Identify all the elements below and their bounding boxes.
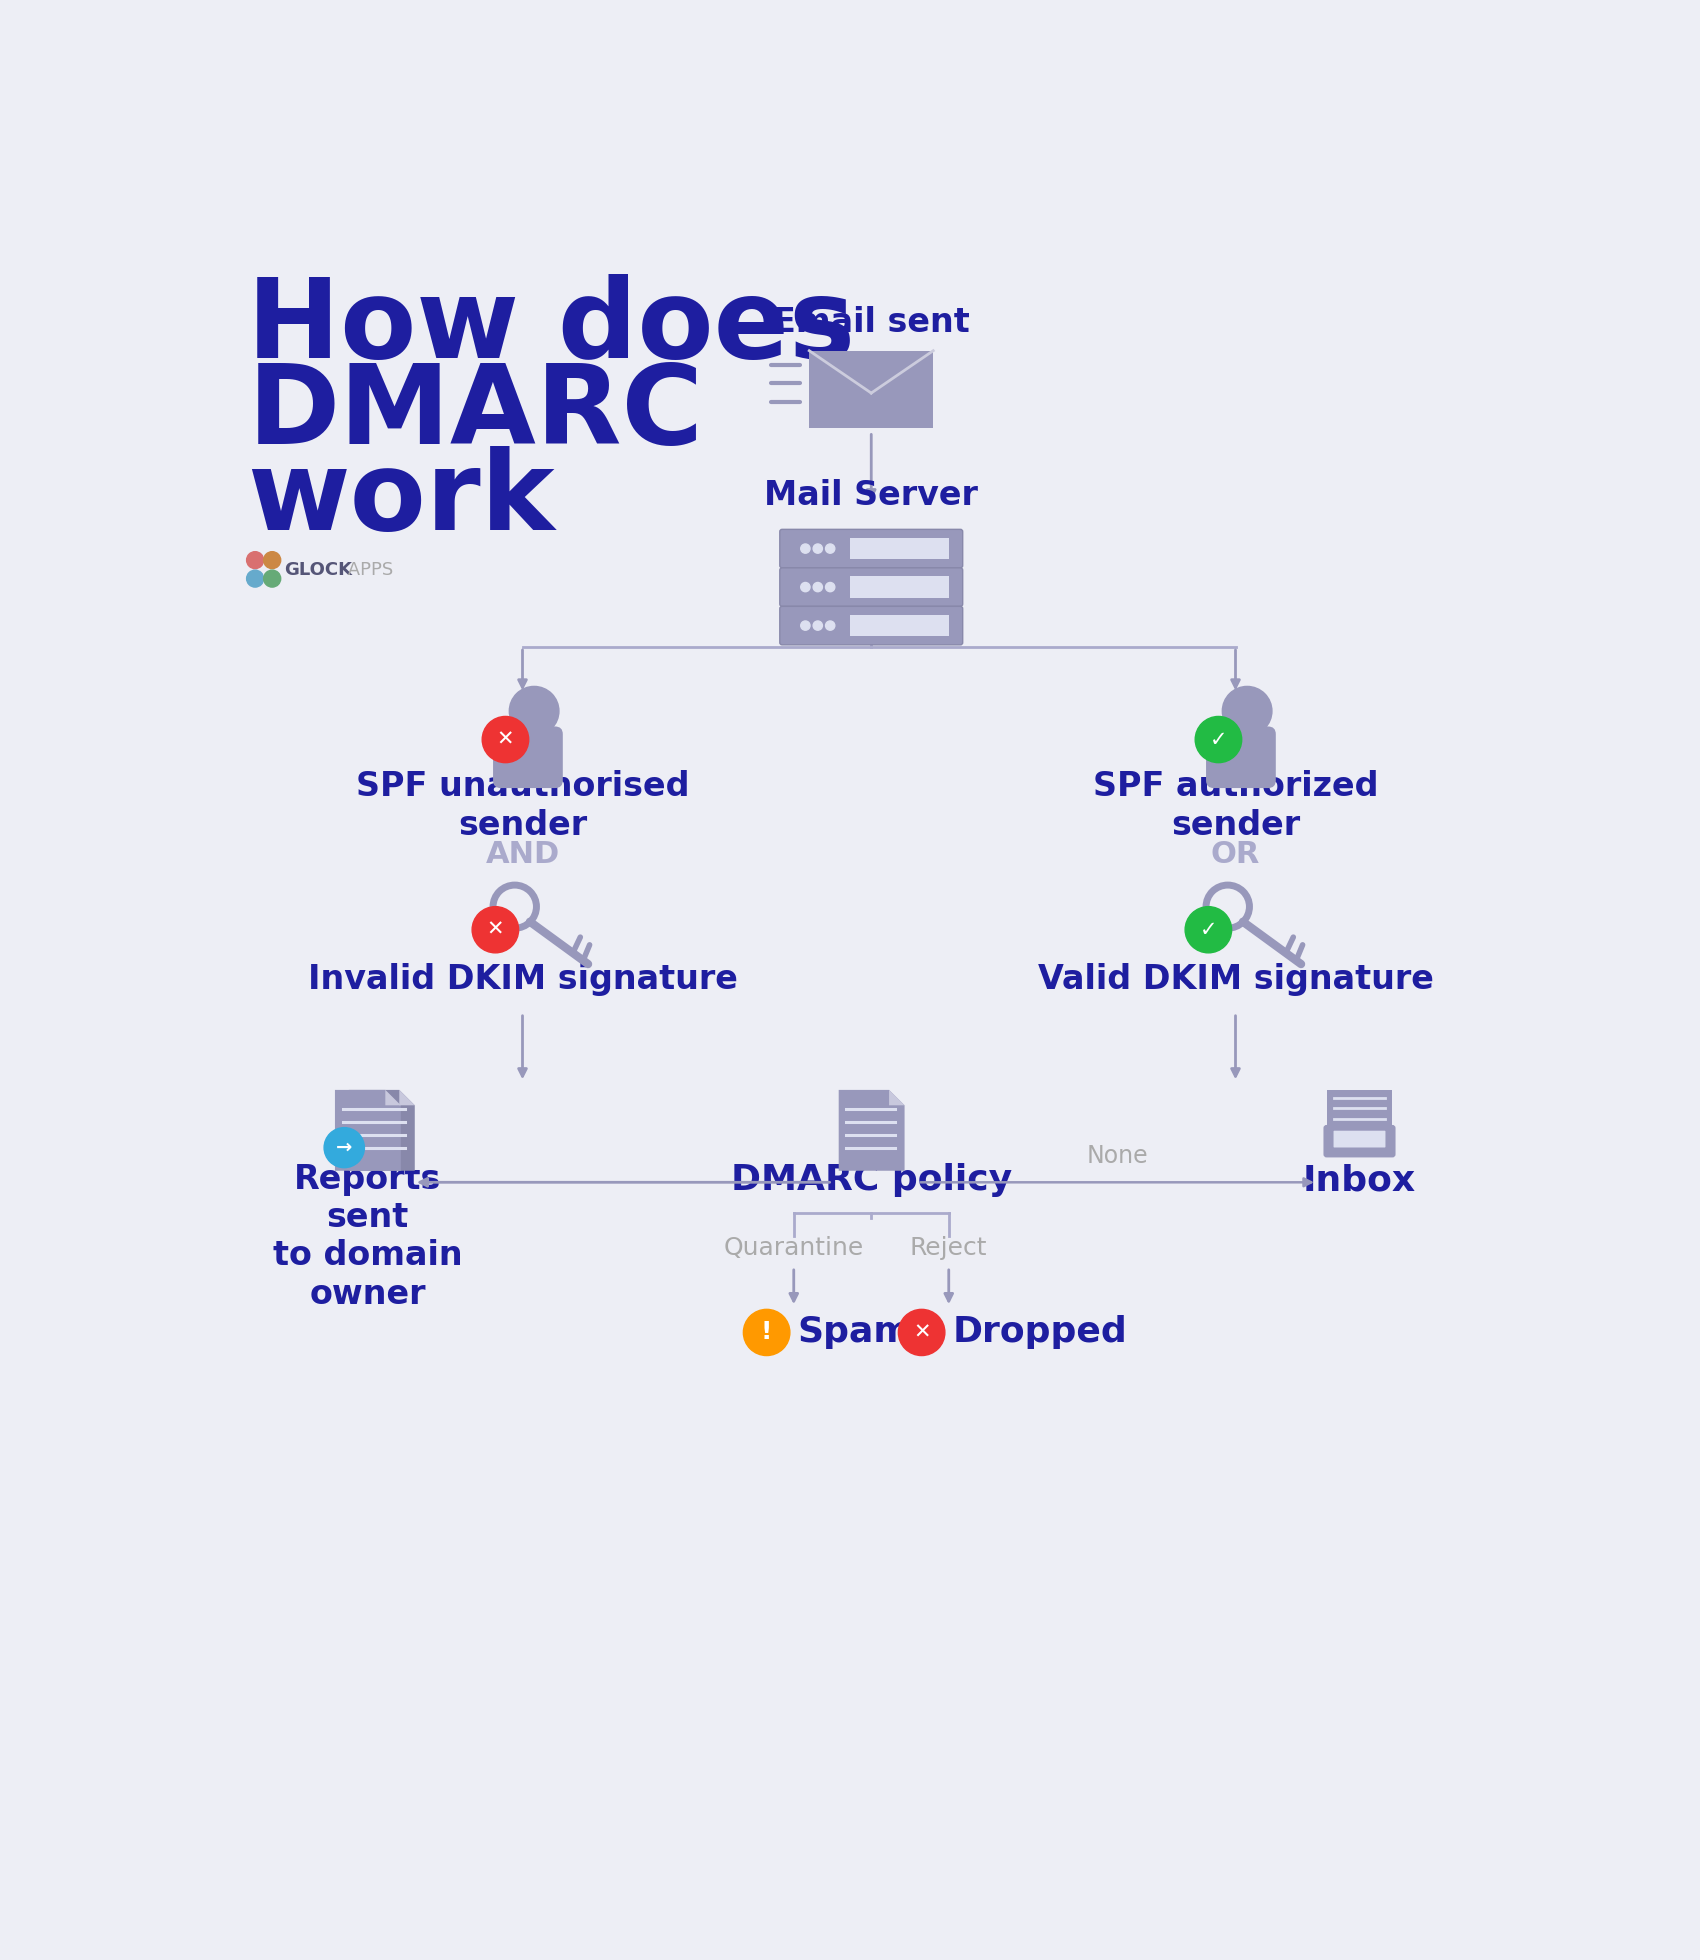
FancyBboxPatch shape xyxy=(809,351,933,427)
Circle shape xyxy=(264,570,280,588)
FancyBboxPatch shape xyxy=(1326,1090,1392,1131)
Text: Quarantine: Quarantine xyxy=(724,1237,864,1260)
Circle shape xyxy=(1185,907,1231,953)
Text: ✓: ✓ xyxy=(1210,729,1227,749)
Text: !: ! xyxy=(762,1321,772,1345)
Text: ✕: ✕ xyxy=(486,919,505,939)
Text: Spam: Spam xyxy=(797,1315,911,1348)
Text: SPF authorized
sender: SPF authorized sender xyxy=(1093,770,1379,841)
Circle shape xyxy=(826,545,835,553)
Text: DMARC: DMARC xyxy=(248,361,704,466)
Text: How does: How does xyxy=(248,274,855,380)
Circle shape xyxy=(813,545,823,553)
Text: →: → xyxy=(337,1139,352,1156)
Text: ✕: ✕ xyxy=(913,1323,930,1343)
Circle shape xyxy=(801,621,809,631)
FancyBboxPatch shape xyxy=(780,568,962,606)
Polygon shape xyxy=(889,1090,904,1105)
Text: OR: OR xyxy=(1210,839,1260,868)
Circle shape xyxy=(898,1309,945,1356)
Text: DMARC policy: DMARC policy xyxy=(731,1162,1012,1198)
Polygon shape xyxy=(838,1090,904,1170)
Text: ✕: ✕ xyxy=(496,729,513,749)
Text: Mail Server: Mail Server xyxy=(765,480,977,512)
Circle shape xyxy=(246,570,264,588)
Text: Email sent: Email sent xyxy=(774,306,969,339)
Text: ✓: ✓ xyxy=(1200,919,1217,939)
Text: Valid DKIM signature: Valid DKIM signature xyxy=(1037,962,1433,996)
Circle shape xyxy=(826,621,835,631)
Text: APPS: APPS xyxy=(342,561,393,578)
Text: GLOCK: GLOCK xyxy=(284,561,352,578)
Circle shape xyxy=(801,582,809,592)
Text: Reports
sent
to domain
owner: Reports sent to domain owner xyxy=(272,1162,462,1311)
Circle shape xyxy=(264,551,280,568)
Text: Reject: Reject xyxy=(910,1237,988,1260)
Circle shape xyxy=(510,686,559,735)
Text: work: work xyxy=(248,447,554,553)
Polygon shape xyxy=(386,1090,401,1105)
Text: SPF unauthorised
sender: SPF unauthorised sender xyxy=(355,770,688,841)
FancyBboxPatch shape xyxy=(850,615,949,637)
Text: AND: AND xyxy=(486,839,559,868)
Polygon shape xyxy=(348,1090,415,1170)
Circle shape xyxy=(325,1127,364,1168)
Circle shape xyxy=(826,582,835,592)
Text: Dropped: Dropped xyxy=(952,1315,1127,1348)
FancyBboxPatch shape xyxy=(780,529,962,568)
Circle shape xyxy=(1195,717,1241,762)
FancyBboxPatch shape xyxy=(850,576,949,598)
Text: None: None xyxy=(1086,1145,1148,1168)
Polygon shape xyxy=(400,1090,415,1105)
Text: Invalid DKIM signature: Invalid DKIM signature xyxy=(308,962,738,996)
Circle shape xyxy=(813,582,823,592)
Polygon shape xyxy=(335,1090,401,1170)
Circle shape xyxy=(813,621,823,631)
FancyBboxPatch shape xyxy=(780,606,962,645)
FancyBboxPatch shape xyxy=(493,727,563,788)
Circle shape xyxy=(1222,686,1272,735)
FancyBboxPatch shape xyxy=(850,537,949,559)
FancyBboxPatch shape xyxy=(1205,727,1275,788)
FancyBboxPatch shape xyxy=(1324,1125,1396,1158)
Text: Inbox: Inbox xyxy=(1302,1162,1416,1198)
Circle shape xyxy=(801,545,809,553)
Circle shape xyxy=(246,551,264,568)
Circle shape xyxy=(483,717,529,762)
Circle shape xyxy=(743,1309,790,1356)
Circle shape xyxy=(473,907,518,953)
FancyBboxPatch shape xyxy=(1333,1131,1385,1147)
